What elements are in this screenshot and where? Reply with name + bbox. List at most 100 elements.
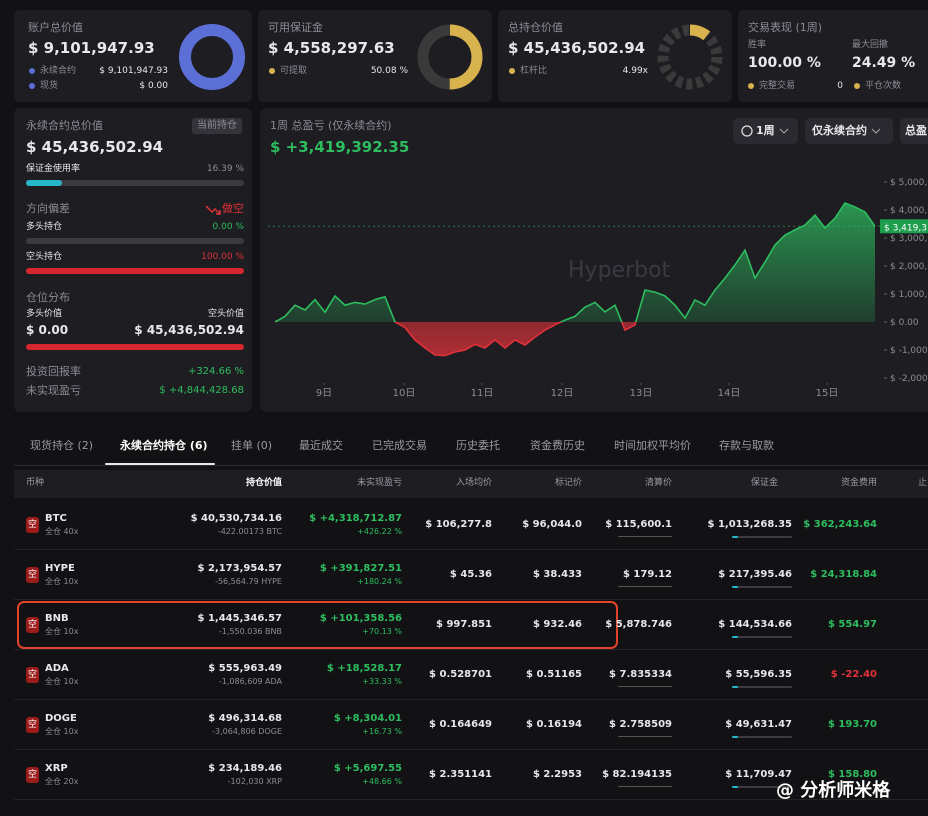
liq-indicator [618,586,672,587]
row-divider [14,649,928,650]
legend-label: 现货 [40,81,59,91]
cell: $ 115,600.1 [605,519,672,530]
tab[interactable]: 永续合约持仓 (6) [120,439,208,452]
area-up [275,203,875,323]
cell: $ +4,318,712.87 [309,513,402,524]
y-tick-label: $ 5,000,0 [890,178,928,188]
margin-fill [732,636,738,638]
cell: $ +391,827.51 [319,563,402,574]
cell: $ 234,189.46 [208,763,282,774]
cell: $ 144,534.66 [718,619,792,630]
cell: $ 5,878.746 [605,619,672,630]
margin-track [732,586,792,588]
control[interactable] [805,118,893,144]
liq-indicator [618,786,672,787]
liq-indicator [618,736,672,737]
cell: $ +18,528.17 [326,663,402,674]
current-label: $ 3,419,3 [884,223,927,233]
tab[interactable]: 资金费历史 [530,439,585,452]
column-header: 止 [918,478,928,488]
legend-dot [509,68,515,74]
y-tick-label: $ 3,000,0 [890,234,928,244]
tab-underline [105,463,215,465]
y-tick-label: $ -1,000,0 [890,346,928,356]
label: $ 45,436,502.94 [134,323,244,337]
cell: $ 2,173,954.57 [197,563,282,574]
cell-sub: +426.22 % [357,527,402,536]
y-tick-label: $ -2,000,0 [890,374,928,384]
x-tick-label: 13日 [630,388,653,399]
card-title: 可用保证金 [268,21,323,34]
column-header: 未实现盈亏 [356,478,402,488]
control-label[interactable]: 1周 [756,124,775,137]
tab[interactable]: 已完成交易 [372,439,427,452]
tab-divider [14,465,928,466]
cell: $ 38.433 [532,569,582,580]
control-label[interactable]: 仅永续合约 [812,124,867,137]
legend-dot [748,83,754,89]
tab[interactable]: 最近成交 [299,439,343,452]
label: 100.00 % [201,252,244,262]
y-tick-label: $ 2,000,0 [890,262,928,272]
cell: $ 24,318.84 [810,569,877,580]
tab[interactable]: 现货持仓 (2) [30,439,94,452]
cell: $ 362,243.64 [803,519,877,530]
cell-sub: -102,030 XRP [227,777,282,786]
label: 空头价值 [207,309,244,319]
symbol: BTC [45,513,67,524]
label: 0 [837,81,843,91]
row-divider [14,699,928,700]
y-tick-label: $ 0.00 [890,318,919,328]
cell: $ 1,013,268.35 [707,519,792,530]
legend-dot [29,68,35,74]
tab[interactable]: 存款与取款 [719,439,774,452]
cell: $ 96,044.0 [522,519,582,530]
side-badge: 空 [26,517,40,533]
legend-label: 杠杆比 [520,66,548,76]
tab[interactable]: 时间加权平均价 [614,439,691,452]
column-header: 持仓价值 [245,478,282,488]
liq-indicator [618,686,672,687]
cell: $ +8,304.01 [333,713,402,724]
symbol: BNB [45,613,69,624]
tab[interactable]: 历史委托 [456,439,500,452]
legend-label: 可提取 [280,66,308,76]
cell-sub: +33.33 % [362,677,402,686]
card-title: 总持仓价值 [508,21,563,34]
label: 多头持仓 [26,222,63,232]
control[interactable] [733,118,798,144]
bias-icon [205,205,221,215]
label: 多头价值 [26,309,63,319]
cell: $ 49,631.47 [725,719,792,730]
control[interactable] [900,118,928,144]
cell: $ 193.70 [827,719,877,730]
stat: 24.49 % [852,55,916,71]
tab[interactable]: 挂单 (0) [231,439,273,452]
donut [417,24,483,90]
margin-fill [732,736,738,738]
cell: $ 0.51165 [526,669,582,680]
x-tick-label: 11日 [471,388,494,399]
cell-sub: -3,064,806 DOGE [212,727,282,736]
margin-fill [732,586,738,588]
cell: $ 0.164649 [429,719,492,730]
cell: $ 0.16194 [526,719,582,730]
highlight-box [17,601,618,649]
side-badge: 空 [26,567,40,583]
label: 方向偏差 [26,202,70,215]
cell: $ 55,596.35 [725,669,792,680]
control-label[interactable]: 总盈 [905,124,927,137]
card-title: 交易表现 (1周) [748,21,823,34]
label: 当前持仓 [192,118,242,134]
clock-icon [741,125,753,137]
cell: $ 554.97 [827,619,877,630]
label: 仓位分布 [26,291,70,304]
cell: $ 7.835334 [609,669,672,680]
cell: $ 2.2953 [532,769,582,780]
legend-value: $ 0.00 [139,81,168,91]
donut [657,24,723,90]
card-value: $ 4,558,297.63 [268,39,395,57]
legend-value: $ 9,101,947.93 [99,66,168,76]
